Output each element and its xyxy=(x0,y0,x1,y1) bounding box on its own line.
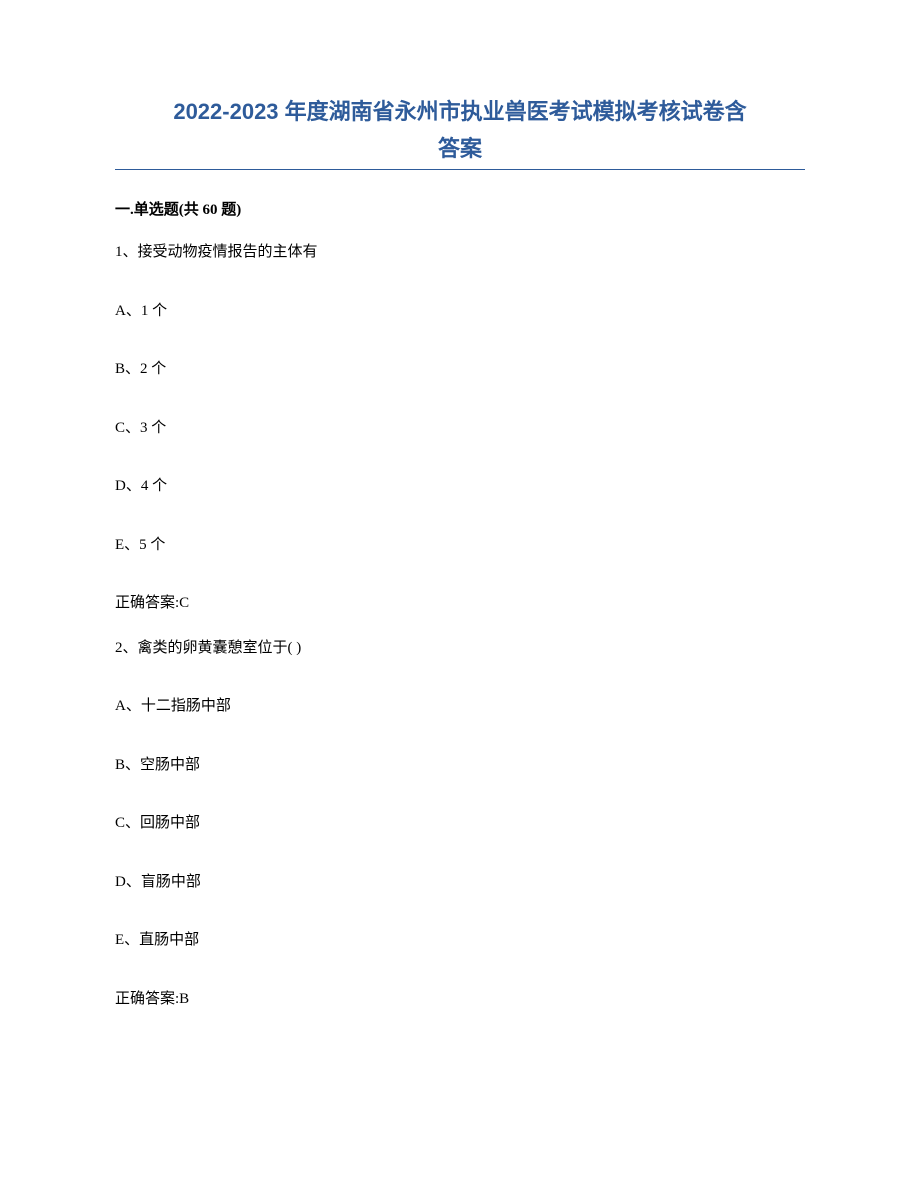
question-2-option-c: C、回肠中部 xyxy=(115,812,805,835)
question-2-answer: 正确答案:B xyxy=(115,988,805,1011)
document-title-line1: 2022-2023 年度湖南省永州市执业兽医考试模拟考核试卷含 xyxy=(115,95,805,128)
document-title-line2: 答案 xyxy=(115,132,805,165)
question-2-option-d: D、盲肠中部 xyxy=(115,871,805,894)
question-2-option-b: B、空肠中部 xyxy=(115,754,805,777)
question-1-option-c: C、3 个 xyxy=(115,417,805,440)
question-1-option-e: E、5 个 xyxy=(115,534,805,557)
section-header: 一.单选题(共 60 题) xyxy=(115,198,805,219)
question-1-option-b: B、2 个 xyxy=(115,358,805,381)
question-2-option-e: E、直肠中部 xyxy=(115,929,805,952)
question-1-option-d: D、4 个 xyxy=(115,475,805,498)
question-1-option-a: A、1 个 xyxy=(115,300,805,323)
title-underline xyxy=(115,169,805,170)
question-1-text: 1、接受动物疫情报告的主体有 xyxy=(115,241,805,264)
question-1-answer: 正确答案:C xyxy=(115,592,805,615)
question-2-text: 2、禽类的卵黄囊憩室位于( ) xyxy=(115,637,805,660)
question-2-option-a: A、十二指肠中部 xyxy=(115,695,805,718)
